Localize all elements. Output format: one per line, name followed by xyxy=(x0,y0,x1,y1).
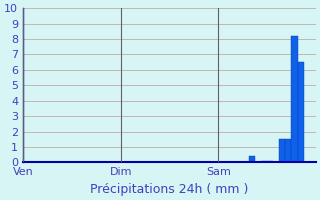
Bar xyxy=(298,62,304,162)
Bar xyxy=(292,36,298,162)
Bar xyxy=(285,139,292,162)
Bar xyxy=(261,161,267,162)
Bar xyxy=(267,161,273,162)
Bar xyxy=(279,139,285,162)
Bar xyxy=(249,156,255,162)
X-axis label: Précipitations 24h ( mm ): Précipitations 24h ( mm ) xyxy=(90,183,249,196)
